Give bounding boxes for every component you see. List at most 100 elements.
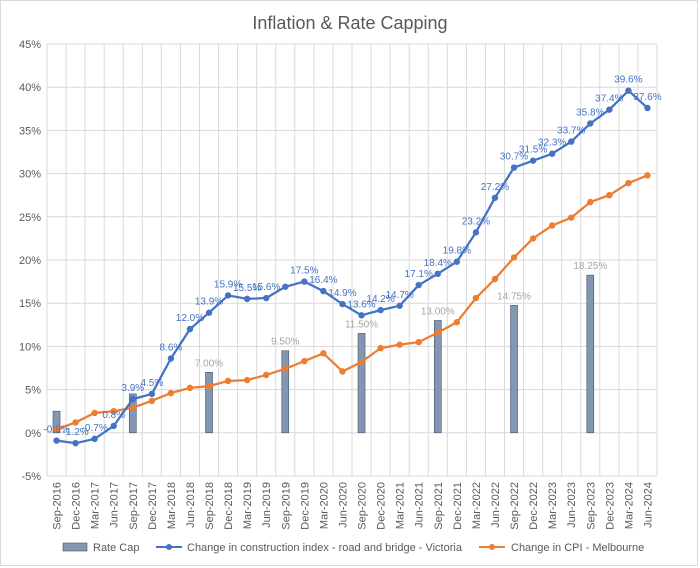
x-tick-label: Jun-2017 <box>109 482 121 528</box>
x-tick-label: Dec-2022 <box>528 482 540 530</box>
x-tick-label: Jun-2018 <box>185 482 197 528</box>
construction-index-point <box>167 355 175 362</box>
legend-swatch-rate-cap <box>62 542 88 552</box>
construction-index-point <box>72 439 79 447</box>
cpi-point <box>129 404 136 411</box>
construction-index-label: 15.5% <box>233 283 261 294</box>
series-lines <box>53 87 651 447</box>
construction-index-label: 0.8% <box>102 410 125 421</box>
construction-index-point <box>129 395 136 403</box>
legend-marker-construction-index <box>166 544 172 550</box>
construction-index-point <box>453 258 461 265</box>
construction-index-point <box>587 120 594 127</box>
x-tick-label: Mar-2024 <box>623 482 635 529</box>
rate-cap-bars <box>52 274 595 434</box>
cpi-point <box>548 222 556 229</box>
legend: Rate Cap Change in construction index - r… <box>62 542 644 554</box>
construction-index-point <box>377 306 384 314</box>
construction-index-label: 17.5% <box>290 266 318 277</box>
construction-index-point <box>301 278 308 285</box>
construction-index-label: -0.9% <box>43 425 69 436</box>
cpi-point <box>453 319 461 326</box>
construction-index-label: -1.2% <box>63 427 89 438</box>
cpi-point <box>625 179 632 187</box>
cpi-point <box>72 419 79 426</box>
x-tick-label: Mar-2019 <box>242 482 254 529</box>
construction-index-label: 16.4% <box>309 275 337 286</box>
cpi-point <box>205 382 213 390</box>
cpi-point <box>301 357 308 365</box>
rate-cap-label: 18.25% <box>573 261 607 272</box>
rate-cap-label: 13.00% <box>421 306 455 317</box>
cpi-point <box>358 358 365 366</box>
cpi-point <box>53 426 60 433</box>
x-tick-label: Sep-2023 <box>585 482 597 530</box>
construction-index-label: 33.7% <box>557 126 585 137</box>
construction-index-label: 13.6% <box>347 299 375 310</box>
construction-index-label: 17.1% <box>405 269 433 280</box>
construction-index-label: 30.7% <box>500 152 528 163</box>
y-tick-label: 30% <box>19 169 41 181</box>
construction-index-label: 37.6% <box>633 92 661 103</box>
x-tick-label: Mar-2017 <box>90 482 102 529</box>
rate-cap-bar <box>433 320 442 434</box>
construction-index-label: 32.3% <box>538 138 566 149</box>
cpi-point <box>167 389 175 397</box>
x-tick-label: Jun-2022 <box>490 482 502 528</box>
construction-index-point <box>263 294 270 302</box>
cpi-point <box>377 344 384 352</box>
y-tick-label: 5% <box>25 385 41 397</box>
rate-cap-label: 11.50% <box>345 319 378 330</box>
construction-index-label: 15.9% <box>214 279 242 290</box>
x-tick-label: Mar-2021 <box>395 482 407 529</box>
cpi-point <box>224 377 232 385</box>
construction-index-point <box>415 281 422 289</box>
construction-index-point <box>472 229 480 236</box>
construction-index-point <box>339 300 346 308</box>
construction-index-label: 23.2% <box>462 216 490 227</box>
cpi-point <box>396 341 403 348</box>
construction-index-point <box>358 312 365 319</box>
cpi-point <box>110 408 117 415</box>
rate-cap-label: 7.00% <box>195 358 223 369</box>
y-tick-label: 10% <box>19 341 41 353</box>
y-tick-label: 20% <box>19 255 41 267</box>
construction-index-label: 4.5% <box>140 378 163 389</box>
construction-index-point <box>224 292 232 299</box>
construction-index-point <box>53 437 60 444</box>
construction-index-point <box>548 150 556 157</box>
construction-index-point <box>529 157 537 164</box>
x-tick-label: Dec-2021 <box>452 482 464 530</box>
construction-index-label: 35.8% <box>576 107 604 118</box>
construction-index-point <box>320 287 327 295</box>
construction-index-label: 39.6% <box>614 75 642 86</box>
cpi-point <box>339 368 346 375</box>
x-tick-label: Jun-2019 <box>261 482 273 528</box>
cpi-point <box>263 371 270 379</box>
x-tick-label: Jun-2020 <box>337 482 349 528</box>
x-tick-label: Mar-2023 <box>547 482 559 529</box>
construction-index-label: 14.9% <box>328 288 356 299</box>
rate-cap-label: 14.75% <box>497 291 531 302</box>
cpi-point <box>415 338 422 346</box>
y-tick-label: 25% <box>19 212 41 224</box>
construction-index-point <box>491 194 499 201</box>
rate-cap-bar <box>205 372 213 434</box>
x-tick-label: Jun-2023 <box>566 482 578 528</box>
construction-index-point <box>568 138 575 145</box>
construction-index-label: 37.4% <box>595 94 623 105</box>
construction-index-label: 3.9% <box>121 383 144 394</box>
construction-index-label: 31.5% <box>519 145 547 156</box>
x-tick-label: Dec-2017 <box>147 482 159 530</box>
legend-label-construction-index: Change in construction index - road and … <box>187 542 463 554</box>
rate-cap-bar <box>357 333 366 434</box>
cpi-point <box>320 350 327 357</box>
cpi-point <box>568 214 575 221</box>
y-axis-tick-labels: -5% 0% 5% 10% 15% 20% 25% 30% 35% 40% 45% <box>19 39 41 483</box>
rate-cap-label: 9.50% <box>271 337 299 348</box>
construction-index-point <box>91 435 98 443</box>
x-tick-label: Dec-2018 <box>223 482 235 530</box>
x-tick-label: Dec-2016 <box>71 482 83 530</box>
